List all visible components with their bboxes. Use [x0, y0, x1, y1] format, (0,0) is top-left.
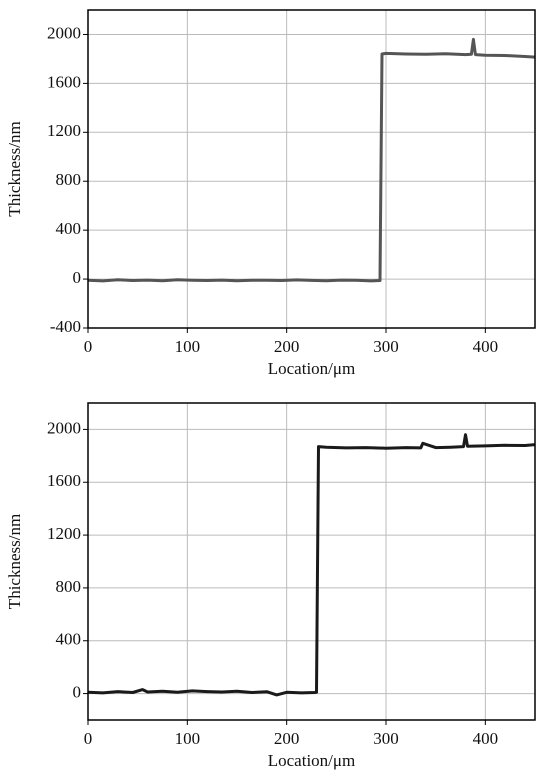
x-tick-label: 300	[373, 729, 399, 748]
x-axis-title: Location/μm	[268, 359, 355, 378]
x-tick-label: 0	[84, 729, 93, 748]
y-axis-title: Thickness/nm	[5, 121, 24, 216]
y-axis-title: Thickness/nm	[5, 514, 24, 609]
y-tick-label: 800	[56, 170, 82, 189]
y-tick-label: 400	[56, 630, 82, 649]
y-tick-label: -400	[50, 317, 81, 336]
y-tick-label: 0	[73, 268, 82, 287]
y-tick-label: 0	[73, 682, 82, 701]
x-tick-label: 200	[274, 337, 300, 356]
x-tick-label: 200	[274, 729, 300, 748]
x-tick-label: 100	[175, 729, 201, 748]
y-tick-label: 2000	[47, 418, 81, 437]
plot-frame	[87, 402, 536, 721]
x-tick-label: 300	[373, 337, 399, 356]
x-tick-label: 0	[84, 337, 93, 356]
y-tick-label: 400	[56, 219, 82, 238]
data-line	[87, 433, 536, 697]
x-axis-title: Location/μm	[268, 751, 355, 770]
x-tick-label: 400	[473, 729, 499, 748]
data-line	[87, 37, 536, 283]
y-tick-label: 800	[56, 577, 82, 596]
y-tick-label: 2000	[47, 23, 81, 42]
x-tick-label: 400	[473, 337, 499, 356]
plot-frame	[87, 9, 536, 329]
y-tick-label: 1600	[47, 471, 81, 490]
y-tick-label: 1200	[47, 121, 81, 140]
y-tick-label: 1600	[47, 72, 81, 91]
y-tick-label: 1200	[47, 524, 81, 543]
x-tick-label: 100	[175, 337, 201, 356]
